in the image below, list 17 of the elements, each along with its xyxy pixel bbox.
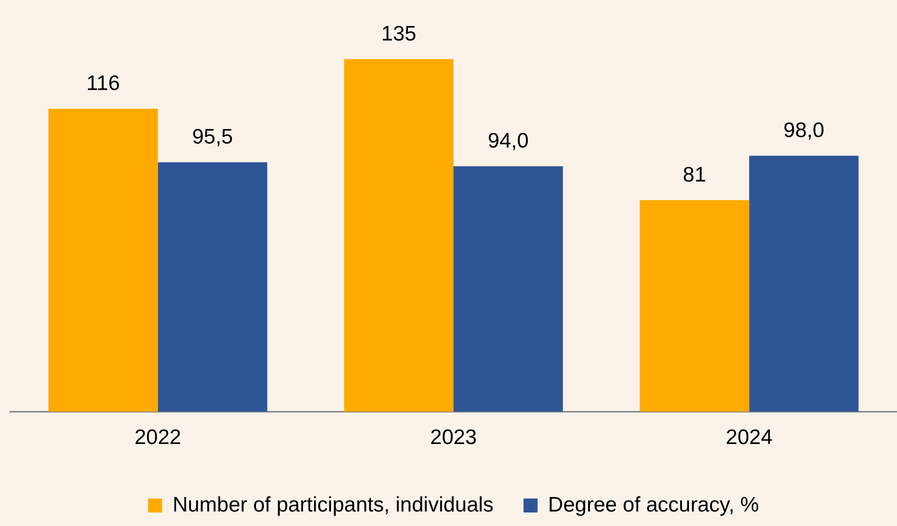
legend-label: Degree of accuracy, %	[548, 493, 759, 516]
data-label: 116	[86, 72, 120, 96]
x-tick-label: 2023	[430, 426, 477, 450]
bar	[48, 108, 158, 412]
bar	[158, 162, 268, 412]
bar	[749, 156, 859, 412]
bar	[454, 166, 563, 412]
bar	[344, 59, 454, 412]
x-tick-label: 2022	[134, 426, 182, 450]
data-label: 95,5	[192, 126, 233, 149]
legend-label: Number of participants, individuals	[172, 493, 494, 516]
data-label: 94,0	[488, 129, 529, 152]
bar	[640, 200, 750, 412]
data-label: 98,0	[783, 119, 824, 142]
x-tick-label: 2024	[726, 426, 773, 450]
data-label: 135	[381, 22, 416, 46]
data-label: 81	[682, 163, 706, 186]
